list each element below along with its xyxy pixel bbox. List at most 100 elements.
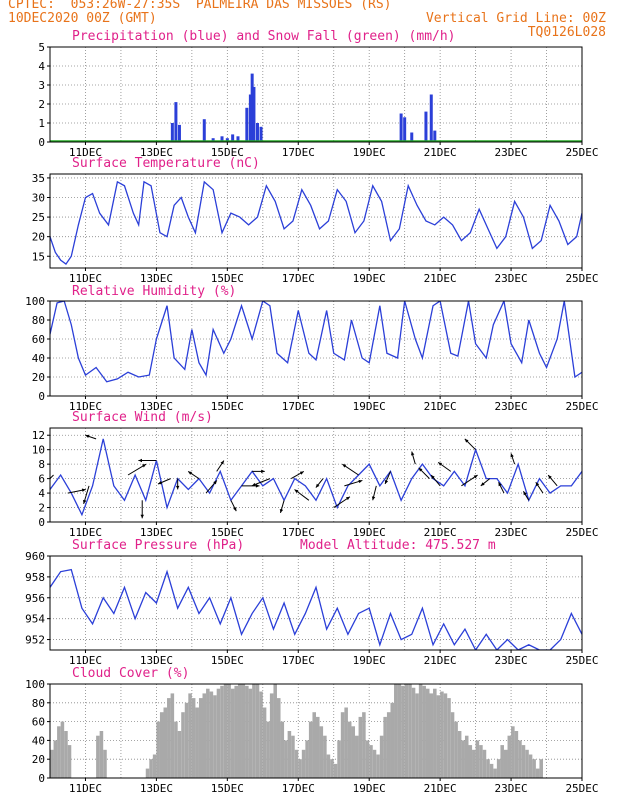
precip-bar bbox=[252, 86, 256, 142]
wind-vector-head bbox=[279, 508, 284, 513]
x-tick-label: 19DEC bbox=[353, 526, 386, 539]
cloud-bar bbox=[163, 707, 168, 778]
x-tick-label: 19DEC bbox=[353, 400, 386, 413]
y-tick-label: 0 bbox=[38, 390, 45, 403]
y-tick-label: 5 bbox=[38, 41, 45, 54]
x-tick-label: 21DEC bbox=[424, 272, 457, 285]
x-tick-label: 13DEC bbox=[140, 782, 173, 795]
cloud-bar bbox=[500, 745, 504, 778]
x-tick-label: 13DEC bbox=[140, 146, 173, 159]
cloud-bar bbox=[333, 763, 338, 778]
x-tick-label: 13DEC bbox=[140, 526, 173, 539]
cloud-bar bbox=[202, 693, 207, 778]
cloud-bar bbox=[284, 740, 288, 778]
cloud-bar bbox=[287, 731, 292, 778]
wind-vector-head bbox=[384, 479, 389, 484]
x-tick-label: 19DEC bbox=[353, 782, 386, 795]
wind-vector-head bbox=[464, 438, 469, 443]
cloud-bar bbox=[422, 685, 426, 778]
cloud-bar bbox=[450, 712, 455, 778]
cloud-bar bbox=[237, 684, 242, 778]
cloud-bar bbox=[266, 721, 270, 778]
wind-vector-head bbox=[85, 434, 90, 439]
y-tick-label: 100 bbox=[25, 295, 45, 308]
y-tick-label: 12 bbox=[32, 429, 45, 442]
cloud-bar bbox=[464, 735, 469, 778]
y-tick-label: 0 bbox=[38, 516, 45, 529]
wind-vector-head bbox=[523, 491, 527, 496]
wind-vector-head bbox=[261, 469, 265, 474]
cloud-bar bbox=[479, 745, 483, 778]
x-tick-label: 21DEC bbox=[424, 400, 457, 413]
cloud-bar bbox=[174, 721, 178, 778]
precip-bar bbox=[245, 107, 249, 142]
wind-vector-head bbox=[82, 499, 87, 504]
precip-bar bbox=[429, 94, 433, 142]
wind-vector-head bbox=[418, 467, 423, 472]
y-tick-label: 952 bbox=[25, 634, 45, 647]
x-tick-label: 19DEC bbox=[353, 654, 386, 667]
cloud-bar bbox=[103, 749, 107, 778]
cloud-bar bbox=[206, 688, 210, 778]
y-tick-label: 40 bbox=[32, 734, 45, 747]
cloud-bar bbox=[99, 731, 104, 778]
cloud-bar bbox=[280, 721, 285, 778]
cloud-bar bbox=[184, 702, 189, 778]
cloud-bar bbox=[305, 740, 309, 778]
cloud-bar bbox=[511, 726, 515, 778]
wind-vector-head bbox=[345, 496, 350, 501]
header-run-date: 10DEC2020 00Z (GMT) bbox=[8, 11, 157, 26]
wind-vector-head bbox=[431, 475, 435, 479]
x-tick-label: 15DEC bbox=[211, 272, 244, 285]
y-tick-label: 956 bbox=[25, 592, 45, 605]
cloud-bar bbox=[468, 745, 473, 778]
cloud-bar bbox=[454, 721, 458, 778]
cloud-bar bbox=[355, 735, 359, 778]
precip-bar bbox=[248, 94, 252, 142]
x-tick-label: 15DEC bbox=[211, 526, 244, 539]
cloud-bar bbox=[532, 759, 536, 778]
x-tick-label: 11DEC bbox=[69, 400, 102, 413]
y-tick-label: 80 bbox=[32, 314, 45, 327]
x-tick-label: 11DEC bbox=[69, 526, 102, 539]
wind-vector-head bbox=[251, 482, 256, 487]
cloud-bar bbox=[429, 693, 434, 778]
x-tick-label: 17DEC bbox=[282, 526, 315, 539]
x-tick-label: 13DEC bbox=[140, 272, 173, 285]
cloud-bar bbox=[347, 721, 352, 778]
x-tick-label: 25DEC bbox=[565, 654, 598, 667]
cloud-bar bbox=[308, 721, 313, 778]
y-tick-label: 100 bbox=[25, 678, 45, 691]
cloud-bar bbox=[415, 693, 419, 778]
cloud-bar bbox=[294, 749, 299, 778]
cloud-bar bbox=[273, 684, 277, 778]
wind-vector-head bbox=[438, 462, 443, 466]
y-tick-label: 20 bbox=[32, 231, 45, 244]
precip-bar bbox=[220, 136, 224, 142]
wind-vector-head bbox=[299, 471, 304, 475]
cloud-bar bbox=[365, 740, 370, 778]
x-tick-label: 15DEC bbox=[211, 400, 244, 413]
cloud-bar bbox=[472, 749, 476, 778]
precip-bar bbox=[236, 136, 240, 142]
wind-vector bbox=[50, 474, 54, 480]
cloud-bar bbox=[177, 731, 182, 778]
cloud-bar bbox=[518, 740, 522, 778]
x-tick-label: 15DEC bbox=[211, 654, 244, 667]
wind-vector-head bbox=[498, 482, 502, 487]
panel-annotation: Model Altitude: 475.527 m bbox=[300, 538, 496, 553]
x-tick-label: 23DEC bbox=[495, 526, 528, 539]
cloud-bar bbox=[337, 740, 341, 778]
cloud-bar bbox=[496, 759, 501, 778]
series-line bbox=[50, 180, 582, 266]
cloud-bar bbox=[262, 707, 267, 778]
panel-5: Surface Pressure (hPa) Model Altitude: 47… bbox=[25, 538, 598, 667]
header-model-id: TQ0126L028 bbox=[527, 25, 606, 40]
wind-vector-head bbox=[138, 458, 143, 463]
cloud-bar bbox=[326, 754, 331, 778]
cloud-bar bbox=[53, 740, 58, 778]
cloud-bar bbox=[67, 745, 72, 778]
y-tick-label: 10 bbox=[32, 444, 45, 457]
cloud-bar bbox=[408, 684, 412, 778]
